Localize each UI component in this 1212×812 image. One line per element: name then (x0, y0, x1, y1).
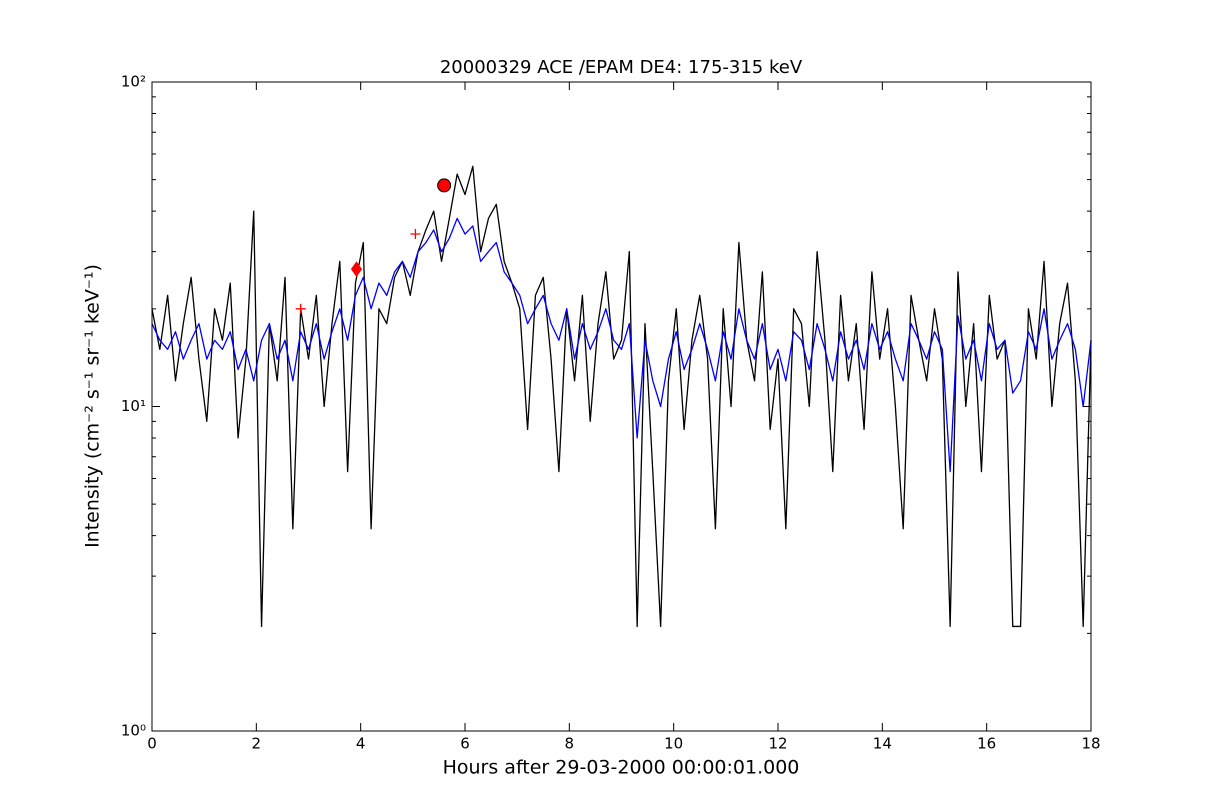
x-tick-label: 12 (768, 735, 787, 753)
y-tick-label: 10² (121, 73, 146, 91)
marker-circle (437, 178, 452, 193)
x-tick-label: 18 (1081, 735, 1100, 753)
data-line (151, 165, 1092, 628)
marker-plus (410, 229, 421, 240)
x-tick-label: 16 (977, 735, 996, 753)
y-axis-label: Intensity (cm⁻² s⁻¹ sr⁻¹ keV⁻¹) (82, 264, 104, 548)
y-tick-label: 10¹ (121, 397, 146, 415)
x-tick-label: 4 (356, 735, 366, 753)
marker-diamond (350, 261, 363, 278)
x-tick-label: 10 (664, 735, 683, 753)
x-axis-label: Hours after 29-03-2000 00:00:01.000 (443, 757, 800, 779)
marker-plus (295, 303, 306, 314)
x-tick-label: 2 (252, 735, 262, 753)
data-line (151, 217, 1092, 473)
x-tick-label: 8 (565, 735, 575, 753)
x-tick-label: 0 (147, 735, 157, 753)
x-tick-label: 6 (460, 735, 470, 753)
y-tick-label: 10⁰ (121, 722, 146, 740)
chart-title: 20000329 ACE /EPAM DE4: 175-315 keV (440, 57, 803, 78)
x-tick-label: 14 (873, 735, 892, 753)
